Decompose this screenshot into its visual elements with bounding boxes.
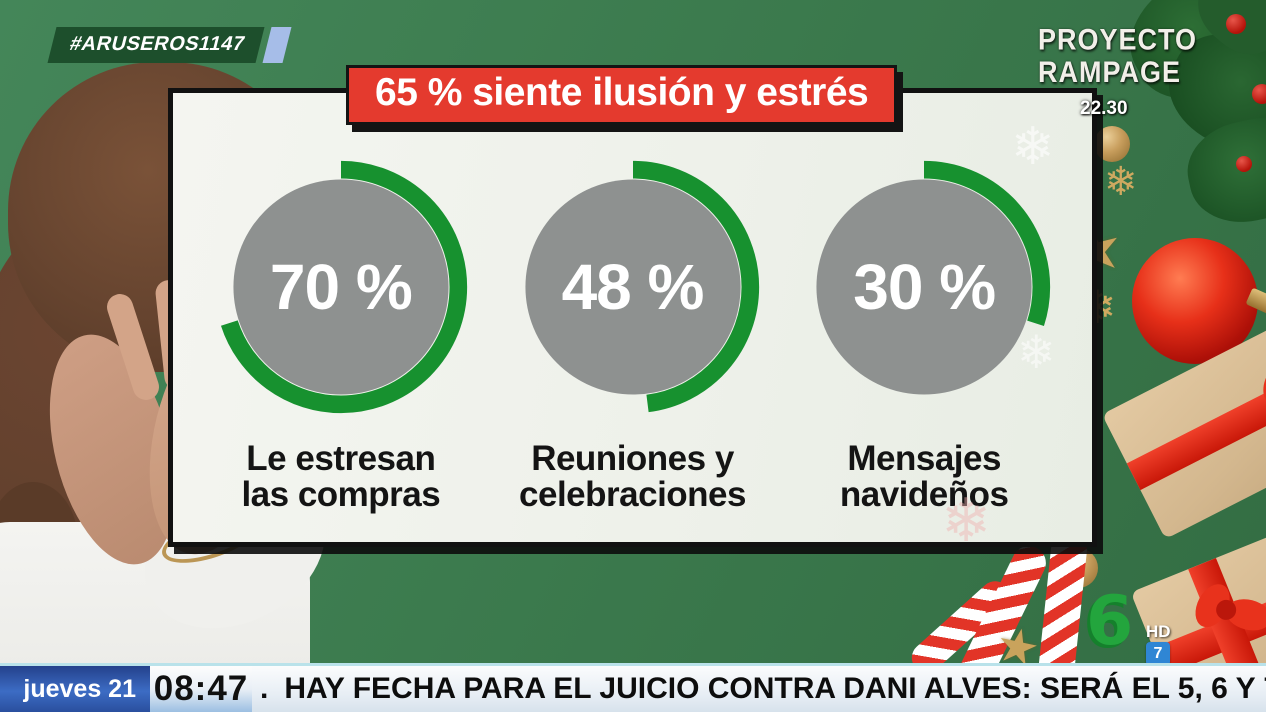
donut-gauge: 48 % [501, 155, 765, 419]
gauge-label-line1: Reuniones y [531, 439, 734, 478]
hashtag-text: #ARUSEROS1147 [47, 27, 265, 63]
lasexta-logo: 6 [1086, 582, 1134, 661]
gauge-label: Le estresan las compras [241, 441, 440, 512]
snowflake-watermark-icon: ❄ [1011, 118, 1055, 176]
donut-arc [798, 160, 1051, 414]
donut-arc [506, 160, 759, 414]
donut-disc [233, 179, 449, 395]
red-bauble [1132, 238, 1258, 364]
donut-arc [214, 160, 467, 414]
gauge-value: 48 % [561, 251, 705, 323]
snowflake-watermark-icon: ❄ [941, 487, 992, 547]
hd-badge: HD [1146, 622, 1171, 641]
gauge-shopping-stress: 70 % Le estresan las compras [195, 155, 487, 512]
berry-ornament [1252, 84, 1266, 104]
promo-line2: RAMPAGE [1038, 56, 1182, 89]
headline-banner: 65 % siente ilusión y estrés [346, 65, 898, 125]
hashtag-badge: #ARUSEROS1147 [47, 27, 292, 63]
ticker-headline: HAY FECHA PARA EL JUICIO CONTRA DANI ALV… [284, 672, 1266, 705]
gauge-christmas-messages: 30 % Mensajes navideños [778, 155, 1070, 512]
donut-gauge-svg [506, 160, 759, 414]
donut-disc [524, 179, 741, 395]
gauge-label-line2: las compras [241, 474, 441, 514]
berry-ornament [1236, 156, 1252, 172]
donut-gauge: 70 % [209, 155, 473, 419]
gauge-gatherings: 48 % Reuniones y celebraciones [487, 155, 779, 512]
promo-title: PROYECTO RAMPAGE [1038, 23, 1198, 89]
news-ticker: jueves 21 08:47 . HAY FECHA PARA EL JUIC… [0, 663, 1266, 712]
donut-disc [816, 179, 1032, 395]
gold-snowflake-icon: ❄ [1104, 160, 1138, 204]
gauge-label-line1: Le estresan [246, 439, 436, 478]
ticker-headline-area: . HAY FECHA PARA EL JUICIO CONTRA DANI A… [252, 666, 1266, 712]
promo-line1: PROYECTO [1038, 23, 1198, 56]
donut-gauge: 30 % [792, 155, 1056, 419]
gauge-label-line2: navideños [839, 474, 1009, 514]
gauge-label-line1: Mensajes [847, 439, 1001, 478]
donut-gauge-svg [214, 160, 467, 414]
ticker-date: jueves 21 [0, 666, 150, 712]
gauge-value: 70 % [269, 251, 413, 323]
gold-bauble [1094, 126, 1130, 162]
gauge-label-line2: celebraciones [519, 474, 746, 514]
ticker-previous-fragment: . [260, 672, 269, 705]
channel-number-badge: 7 [1146, 642, 1170, 666]
gauge-label: Reuniones y celebraciones [519, 441, 746, 512]
gauge-value: 30 % [853, 251, 996, 323]
donut-gauge-row: 70 % Le estresan las compras 48 % Reunio… [173, 93, 1092, 512]
promo-time: 22.30 [1080, 98, 1128, 119]
infographic-panel: ❄ ❄ ❄ 70 % Le estresan las compras [168, 88, 1097, 547]
snowflake-watermark-icon: ❄ [1017, 326, 1056, 378]
gauge-label: Mensajes navideños [840, 441, 1009, 512]
gift-ribbon [1126, 349, 1266, 491]
channel-bug: 6 HD 7 [1086, 588, 1196, 666]
ticker-clock: 08:47 [150, 666, 252, 712]
berry-ornament [1226, 14, 1246, 34]
donut-gauge-svg [798, 160, 1051, 414]
